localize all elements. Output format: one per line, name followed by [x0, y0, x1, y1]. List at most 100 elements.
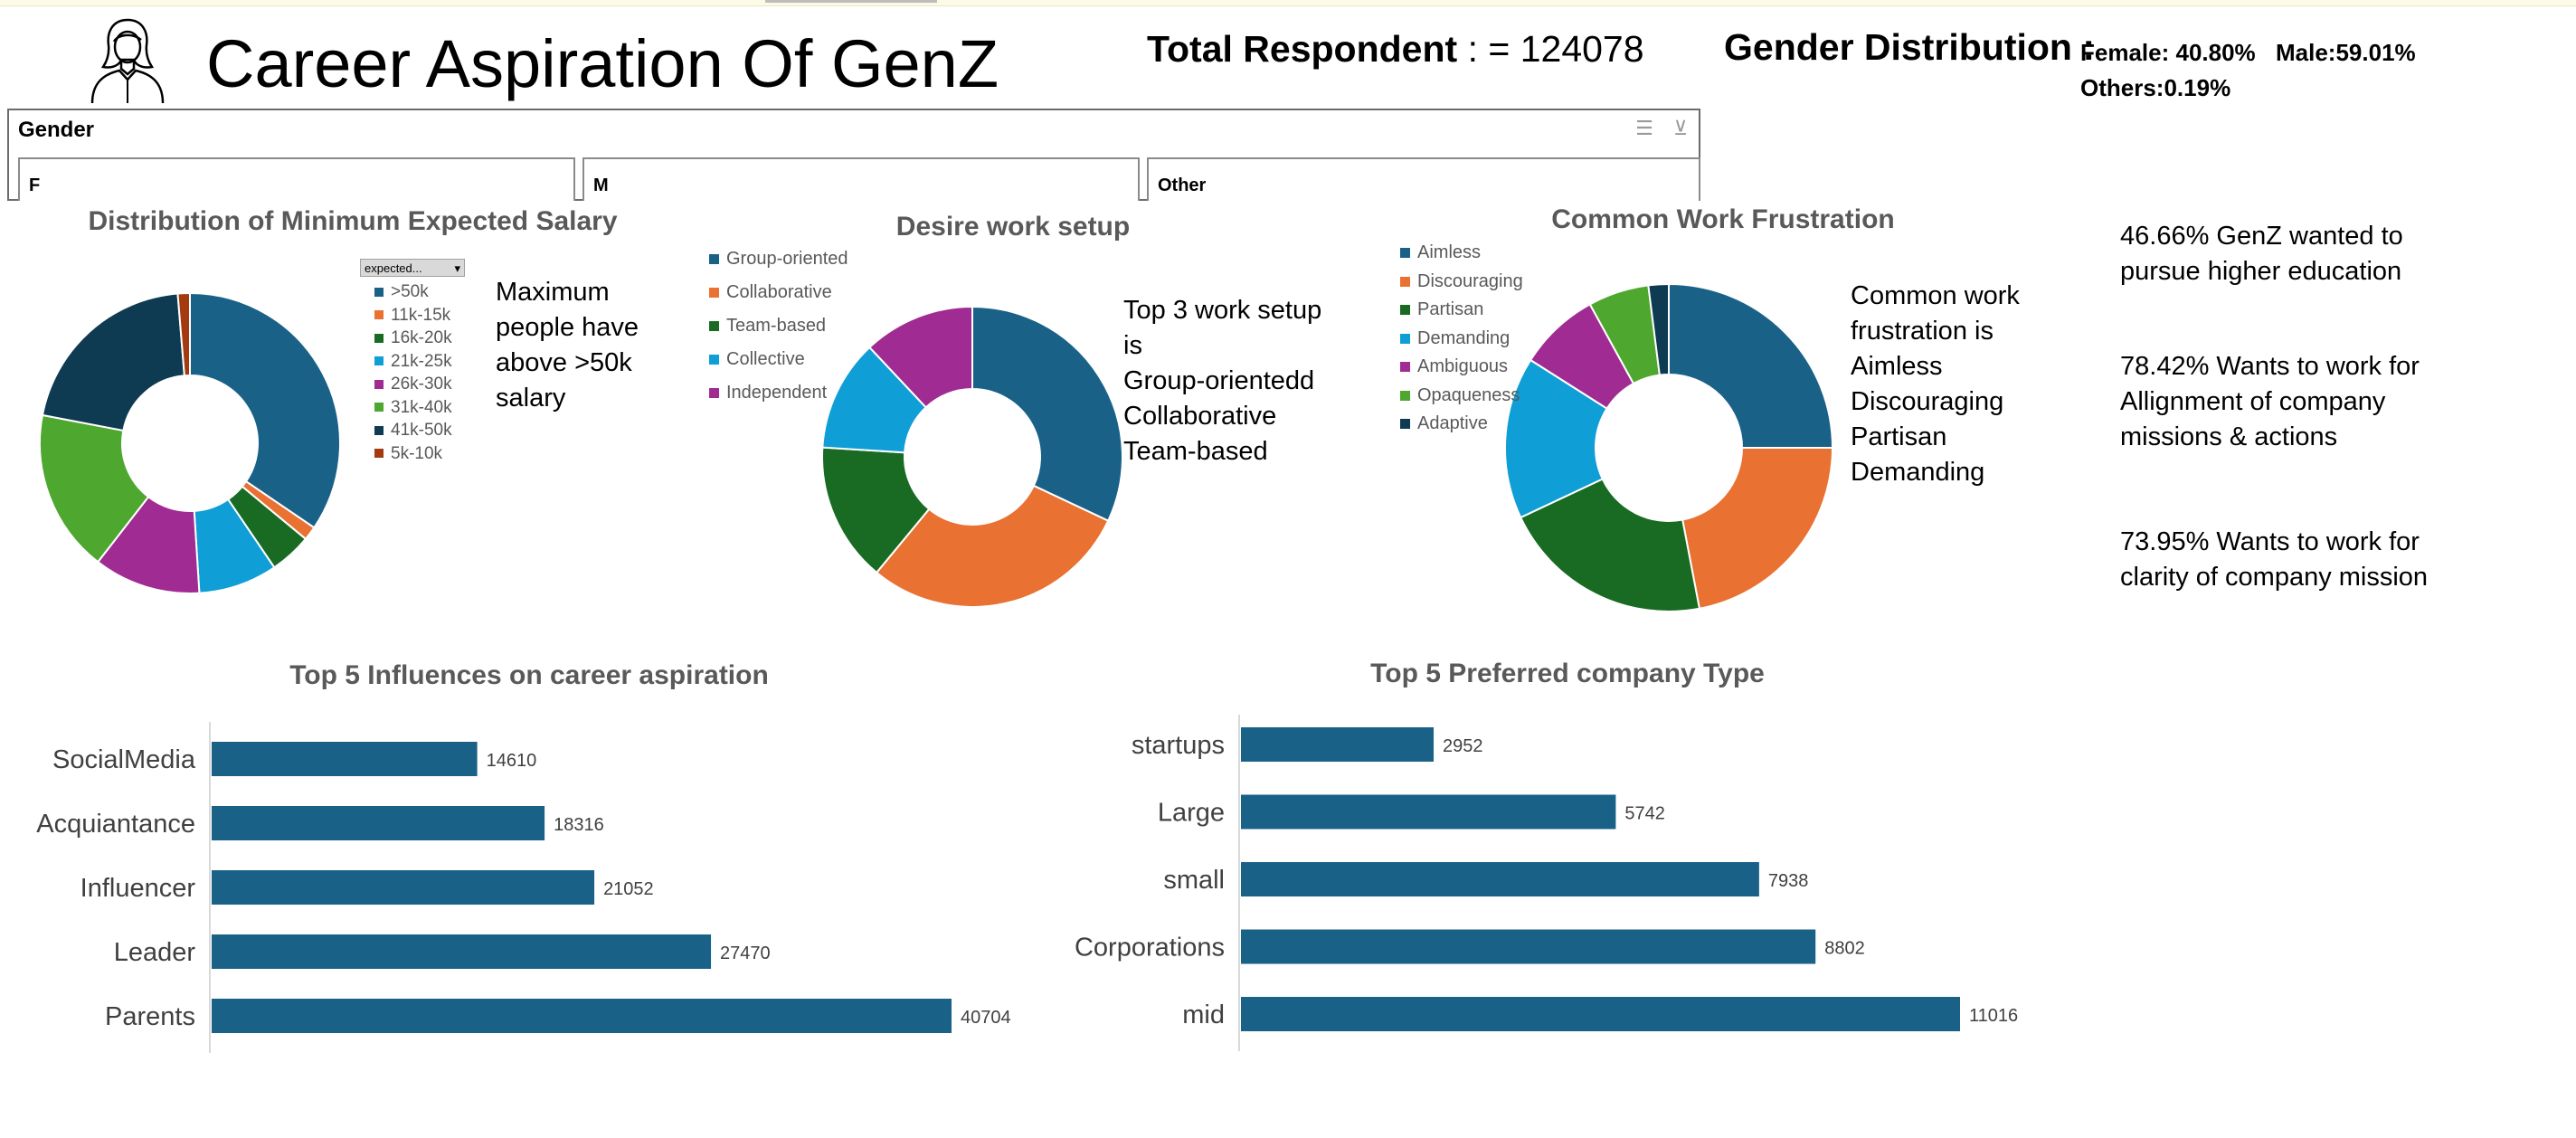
data-label: 8802	[1824, 939, 1865, 959]
data-label: 5742	[1624, 804, 1665, 824]
stat-alignment: 78.42% Wants to work for Allignment of c…	[2120, 352, 2420, 451]
setup-note-line: Top 3 work setup is	[1123, 296, 1322, 360]
total-respondent-label: Total Respondent	[1147, 28, 1458, 70]
gender-others-value: Others:0.19%	[2080, 74, 2231, 101]
slicer-option-other[interactable]: Other	[1147, 157, 1700, 201]
category-label: Influencer	[80, 874, 196, 903]
slice-group-oriented[interactable]	[971, 305, 1123, 523]
category-label: Large	[1158, 799, 1225, 828]
page-title: Career Aspiration Of GenZ	[206, 26, 999, 101]
legend-label: Collaborative	[726, 282, 832, 302]
bar-leader[interactable]	[212, 934, 712, 969]
slicer-title: Gender	[18, 118, 95, 142]
legend-label: Adaptive	[1417, 413, 1488, 433]
frustration-note-line: Common work	[1851, 281, 2020, 310]
legend-item-discouraging: Discouraging	[1400, 268, 1523, 297]
category-label: small	[1163, 866, 1225, 895]
setup-note: Top 3 work setup is Group-orientedd Coll…	[1123, 293, 1340, 469]
legend-label: 31k-40k	[391, 397, 452, 417]
frustration-note-line: Aimless	[1851, 352, 1943, 381]
legend-label: Demanding	[1417, 327, 1511, 348]
legend-item-31k-40k: 31k-40k	[374, 396, 452, 420]
legend-label: 41k-50k	[391, 421, 452, 440]
bar-large[interactable]	[1241, 794, 1616, 830]
slice-independent[interactable]	[867, 305, 973, 409]
legend-item-41k-50k: 41k-50k	[374, 419, 452, 442]
influences-bar-chart: SocialMedia 14610 Acquiantance 18316 Influen…	[36, 722, 1011, 1053]
legend-swatch	[1400, 248, 1410, 259]
legend-label: Aimless	[1417, 242, 1482, 262]
bar-mid[interactable]	[1241, 997, 1960, 1031]
slice-collaborative[interactable]	[875, 484, 1110, 608]
legend-swatch	[374, 403, 384, 413]
category-label: mid	[1182, 1000, 1225, 1029]
legend-label: Collective	[726, 349, 805, 369]
frustration-note-line: frustration is	[1851, 317, 1994, 346]
slice-demanding[interactable]	[1504, 358, 1608, 519]
legend-swatch	[709, 321, 719, 332]
legend-label: 5k-10k	[391, 443, 443, 463]
slice-discouraging[interactable]	[1681, 447, 1834, 610]
total-respondent: Total Respondent : = 124078	[1147, 22, 1644, 76]
legend-swatch	[709, 254, 719, 265]
legend-swatch	[1400, 390, 1410, 401]
slice-41k-50k[interactable]	[41, 292, 185, 432]
total-respondent-value: : = 124078	[1467, 28, 1644, 70]
legend-label: >50k	[391, 282, 429, 301]
legend-swatch	[374, 333, 384, 343]
legend-item-collaborative: Collaborative	[709, 276, 848, 309]
data-label: 2952	[1443, 736, 1483, 756]
clear-filter-icon[interactable]: ⊻	[1672, 117, 1689, 139]
setup-chart-title: Desire work setup	[895, 212, 1131, 242]
bar-small[interactable]	[1241, 862, 1759, 896]
legend-swatch	[1400, 333, 1410, 344]
legend-item-aimless: Aimless	[1400, 239, 1523, 268]
legend-item-26k-30k: 26k-30k	[374, 373, 452, 396]
legend-item-independent: Independent	[709, 376, 848, 410]
frustration-note-line: Partisan	[1851, 422, 1947, 451]
salary-chart-title: Distribution of Minimum Expected Salary	[88, 206, 618, 236]
bar-startups[interactable]	[1241, 727, 1435, 762]
legend-label: Group-oriented	[726, 249, 848, 269]
slice-31k-40k[interactable]	[39, 413, 150, 564]
bar-parents[interactable]	[212, 999, 952, 1033]
category-label: Corporations	[1075, 934, 1225, 963]
slice-50k[interactable]	[189, 291, 341, 529]
bar-corporations[interactable]	[1241, 929, 1816, 964]
frustration-chart-title: Common Work Frustration	[1551, 204, 1895, 234]
legend-label: 11k-15k	[391, 305, 451, 325]
legend-item-21k-25k: 21k-25k	[374, 350, 452, 374]
slice-adaptive[interactable]	[1647, 282, 1670, 376]
slice-5k-10k[interactable]	[176, 291, 191, 377]
data-label: 11016	[1969, 1006, 2018, 1026]
slice-aimless[interactable]	[1668, 282, 1834, 449]
person-avatar-icon	[90, 18, 165, 104]
salary-filter-dropdown[interactable]: expected... ▾	[360, 259, 465, 277]
multi-select-icon[interactable]: ☰	[1635, 117, 1653, 139]
frustration-legend: Aimless Discouraging Partisan Demanding Ambi…	[1400, 239, 1523, 439]
legend-label: Independent	[726, 383, 828, 403]
bar-influencer[interactable]	[212, 870, 595, 905]
legend-label: Discouraging	[1417, 270, 1523, 291]
legend-label: Partisan	[1417, 299, 1484, 319]
legend-swatch	[374, 379, 384, 389]
legend-label: 21k-25k	[391, 351, 452, 371]
legend-item-16k-20k: 16k-20k	[374, 327, 452, 350]
legend-label: 26k-30k	[391, 375, 452, 394]
slicer-option-m[interactable]: M	[582, 157, 1140, 201]
frustration-note-line: Demanding	[1851, 458, 1985, 487]
slicer-option-f[interactable]: F	[18, 157, 575, 201]
bar-acquiantance[interactable]	[212, 806, 545, 840]
setup-note-line: Collaborative	[1123, 402, 1277, 431]
legend-swatch	[1400, 362, 1410, 373]
category-label: Parents	[105, 1002, 195, 1031]
slice-partisan[interactable]	[1519, 478, 1701, 612]
influences-chart-title: Top 5 Influences on career aspiration	[289, 660, 769, 690]
setup-donut-chart	[821, 305, 1123, 608]
data-label: 7938	[1768, 871, 1809, 891]
top-tab-indicator	[765, 0, 937, 3]
bar-socialmedia[interactable]	[212, 742, 478, 776]
legend-item-group-oriented: Group-oriented	[709, 242, 848, 276]
category-label: Leader	[114, 938, 196, 967]
slice-team-based[interactable]	[821, 446, 931, 574]
